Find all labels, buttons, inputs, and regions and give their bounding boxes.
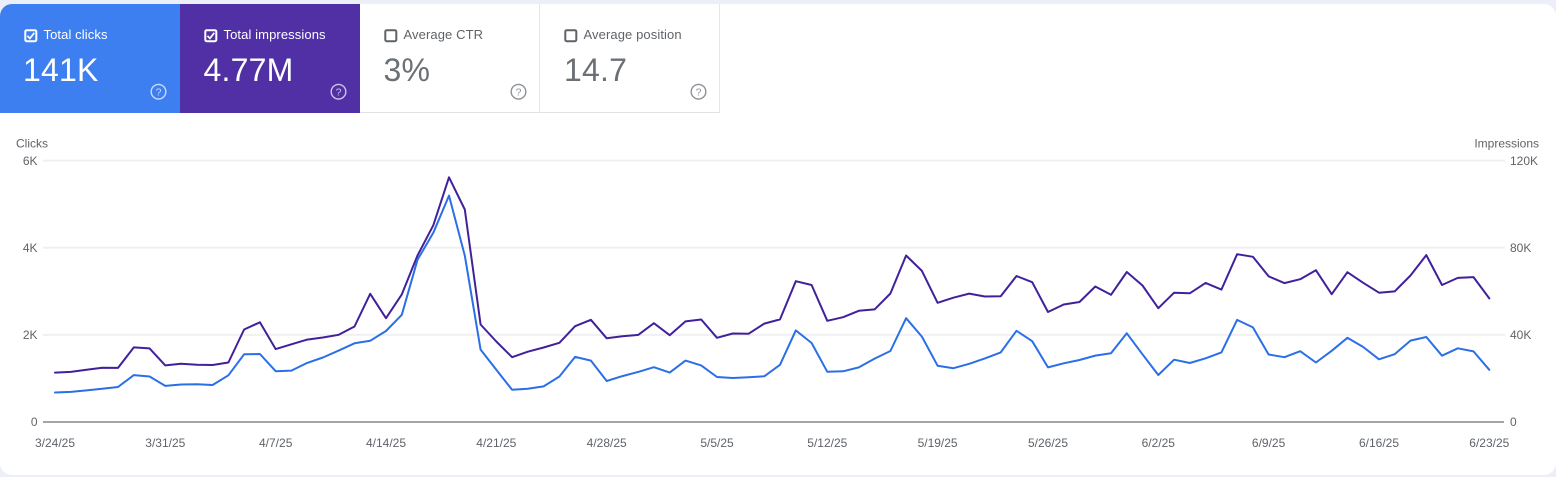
svg-text:?: ? — [696, 87, 702, 99]
svg-text:4/7/25: 4/7/25 — [259, 436, 293, 450]
svg-text:80K: 80K — [1510, 241, 1531, 255]
svg-text:40K: 40K — [1510, 328, 1531, 342]
svg-text:0: 0 — [31, 415, 38, 429]
svg-text:3/24/25: 3/24/25 — [35, 436, 75, 450]
svg-text:5/26/25: 5/26/25 — [1028, 436, 1068, 450]
svg-text:?: ? — [156, 87, 162, 99]
svg-text:4/14/25: 4/14/25 — [366, 436, 406, 450]
svg-text:?: ? — [336, 87, 342, 99]
svg-text:3/31/25: 3/31/25 — [145, 436, 185, 450]
svg-text:4K: 4K — [23, 241, 38, 255]
svg-text:6/2/25: 6/2/25 — [1142, 436, 1176, 450]
svg-text:6/23/25: 6/23/25 — [1469, 436, 1509, 450]
svg-text:?: ? — [516, 87, 522, 99]
svg-text:Impressions: Impressions — [1474, 137, 1539, 151]
svg-text:6/16/25: 6/16/25 — [1359, 436, 1399, 450]
svg-text:6/9/25: 6/9/25 — [1252, 436, 1286, 450]
svg-text:4/28/25: 4/28/25 — [587, 436, 627, 450]
svg-text:5/5/25: 5/5/25 — [700, 436, 734, 450]
svg-text:6K: 6K — [23, 154, 38, 168]
svg-text:2K: 2K — [23, 328, 38, 342]
svg-text:120K: 120K — [1510, 154, 1538, 168]
svg-text:Clicks: Clicks — [16, 137, 48, 151]
svg-text:5/19/25: 5/19/25 — [918, 436, 958, 450]
svg-text:4/21/25: 4/21/25 — [476, 436, 516, 450]
svg-text:5/12/25: 5/12/25 — [807, 436, 847, 450]
svg-text:0: 0 — [1510, 415, 1517, 429]
